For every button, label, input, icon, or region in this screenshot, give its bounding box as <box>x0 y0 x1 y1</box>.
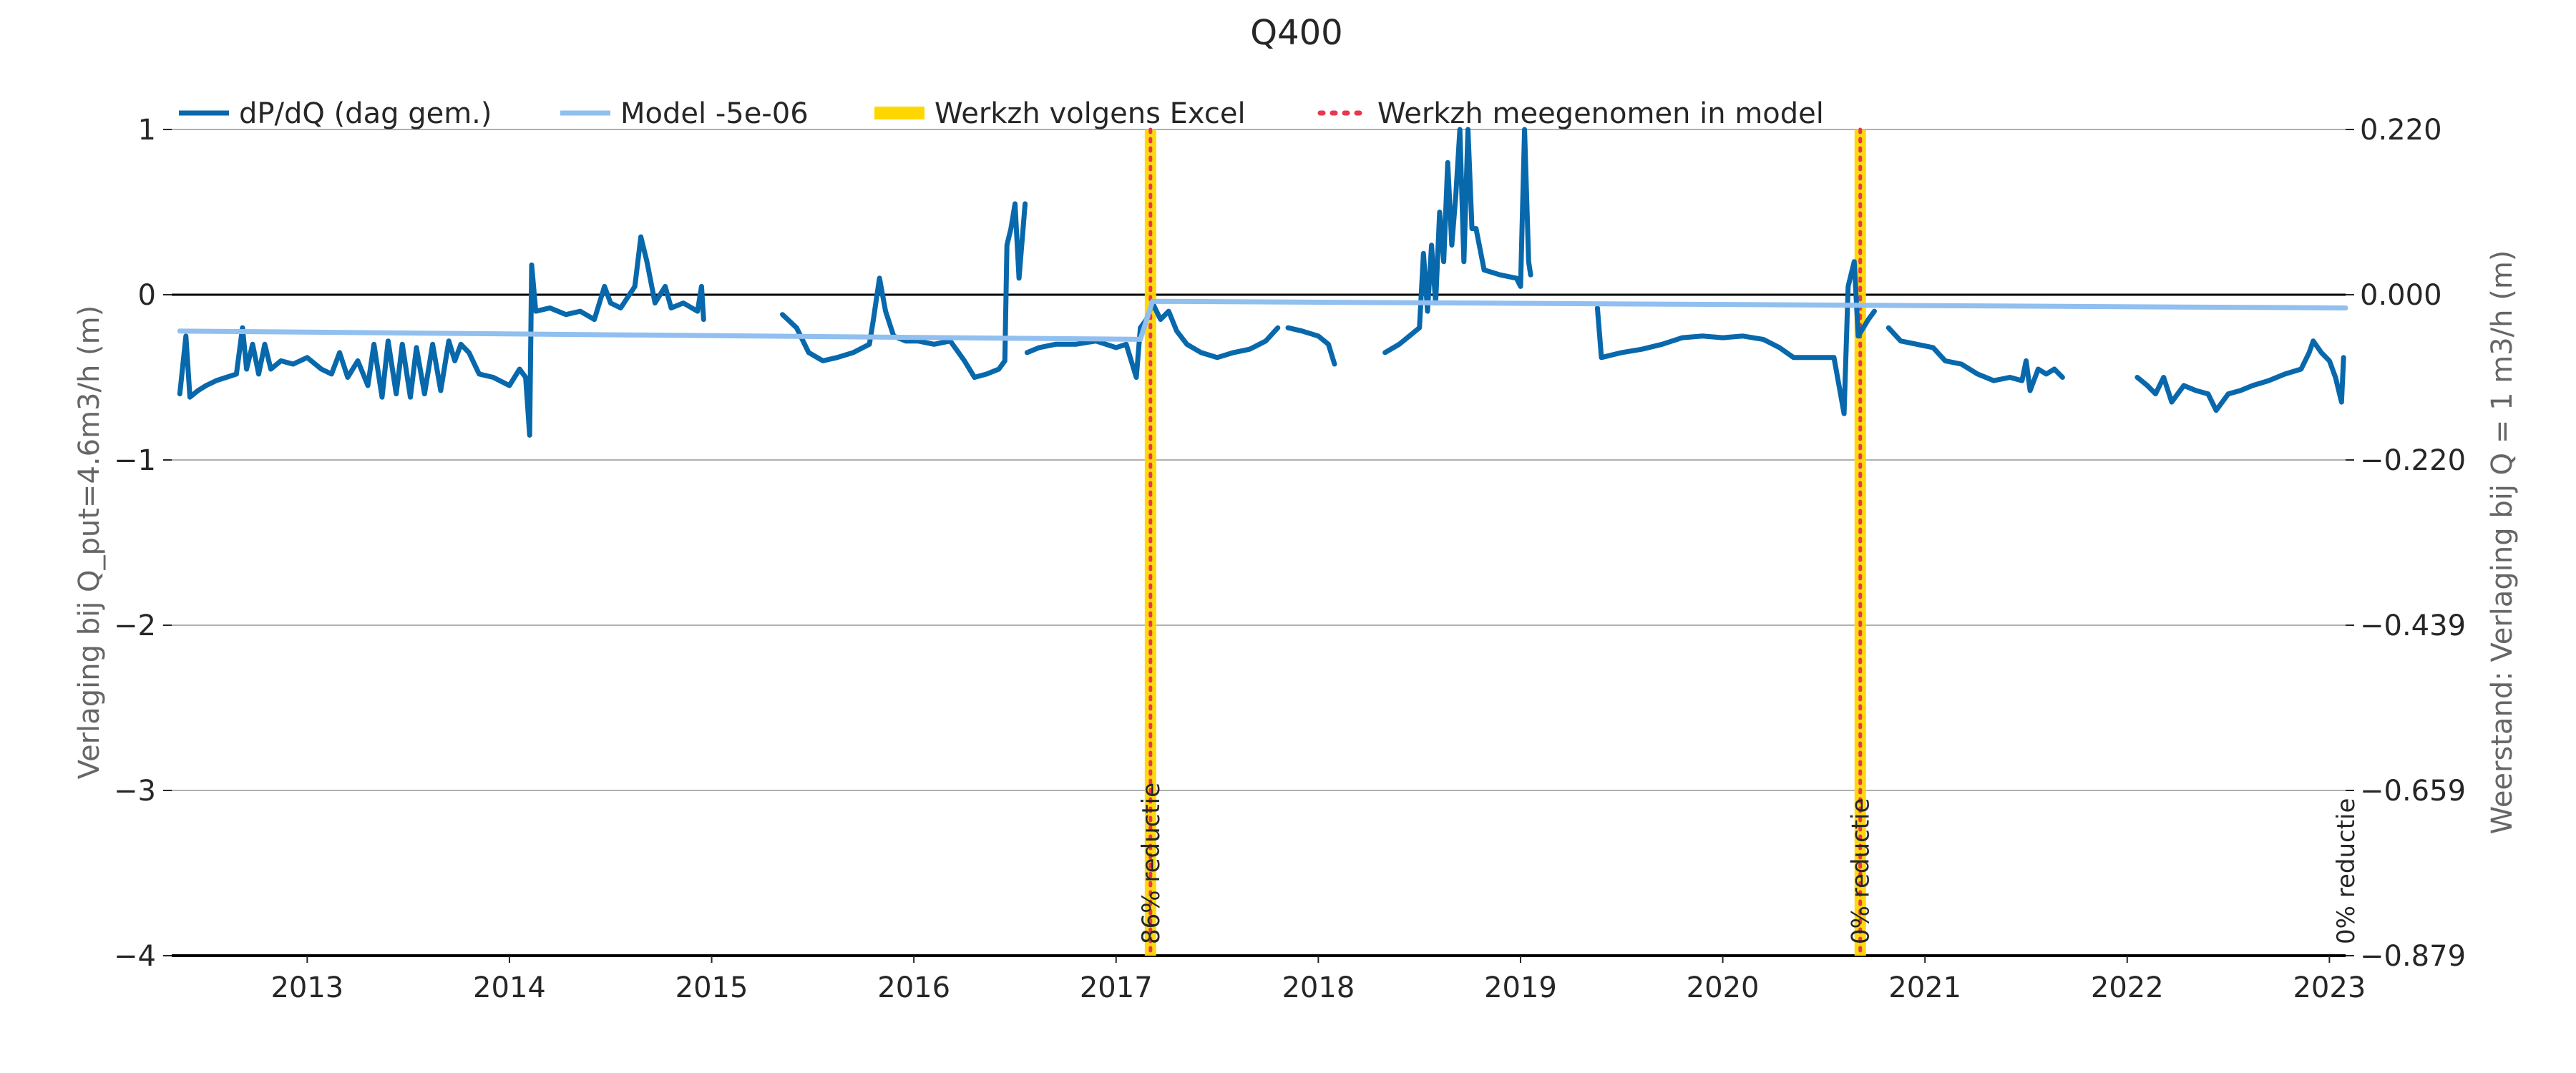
chart-title: Q400 <box>1250 13 1342 53</box>
y-tick-label-right-2: −0.439 <box>2360 609 2466 642</box>
band-label-0: 86% reductie <box>1137 783 1166 944</box>
y-tick-label-left-0: −4 <box>114 940 156 973</box>
y-tick-label-right-1: −0.659 <box>2360 775 2466 808</box>
series-1-segment-0 <box>177 328 1143 342</box>
y-axis-title-right: Weerstand: Verlaging bij Q = 1 m3/h (m) <box>2486 250 2519 835</box>
x-tick-label-2: 2015 <box>675 971 748 1004</box>
y-axis-title-left: Verlaging bij Q_put=4.6m3/h (m) <box>73 305 106 779</box>
y-tick-label-left-1: −3 <box>114 775 156 808</box>
x-tick-label-1: 2014 <box>473 971 546 1004</box>
y-tick-label-right-5: 0.220 <box>2360 114 2442 147</box>
y-tick-label-right-3: −0.220 <box>2360 444 2466 477</box>
x-tick-label-0: 2013 <box>270 971 343 1004</box>
series-0-segment-5 <box>1594 259 1877 416</box>
y-tick-label-left-5: 1 <box>138 114 156 147</box>
x-tick-label-4: 2017 <box>1080 971 1153 1004</box>
y-tick-label-right-0: −0.879 <box>2360 940 2466 973</box>
legend: dP/dQ (dag gem.) Model -5e-06 Werkzh volge… <box>179 97 1824 130</box>
y-tick-label-left-4: 0 <box>138 279 156 312</box>
series-0-segment-4 <box>1382 127 1533 356</box>
series-0-segment-0 <box>177 234 706 438</box>
legend-label-2: Werkzh volgens Excel <box>935 97 1246 130</box>
series-0-segment-6 <box>1885 325 2065 393</box>
series-1-segment-1 <box>1138 298 2348 342</box>
x-tick-label-7: 2020 <box>1687 971 1760 1004</box>
x-tick-label-5: 2018 <box>1282 971 1355 1004</box>
series-0-segment-1 <box>780 201 1028 380</box>
x-tick-label-3: 2016 <box>877 971 950 1004</box>
legend-label-3: Werkzh meegenomen in model <box>1377 97 1824 130</box>
y-tick-label-left-3: −1 <box>114 444 156 477</box>
end-annotation: 0% reductie <box>2332 798 2361 944</box>
x-tick-label-9: 2022 <box>2091 971 2164 1004</box>
y-tick-label-left-2: −2 <box>114 609 156 642</box>
series <box>177 127 2348 438</box>
axes: 2013 2014 2015 2016 2017 2018 2019 2020 2021 2022… <box>114 114 2466 1004</box>
x-tick-label-6: 2019 <box>1484 971 1557 1004</box>
series-0-segment-7 <box>2135 338 2346 413</box>
band-label-1: 0% reductie <box>1847 798 1875 944</box>
x-tick-label-8: 2021 <box>1888 971 1961 1004</box>
series-0-segment-3 <box>1285 325 1337 367</box>
legend-label-1: Model -5e-06 <box>620 97 809 130</box>
x-tick-label-10: 2023 <box>2293 971 2366 1004</box>
bands: 86% reductie 0% reductie 0% reductie <box>1137 127 2361 958</box>
y-tick-label-right-4: 0.000 <box>2360 279 2442 312</box>
grid <box>172 129 2346 957</box>
legend-swatch-2 <box>874 107 924 119</box>
legend-label-0: dP/dQ (dag gem.) <box>239 97 492 130</box>
